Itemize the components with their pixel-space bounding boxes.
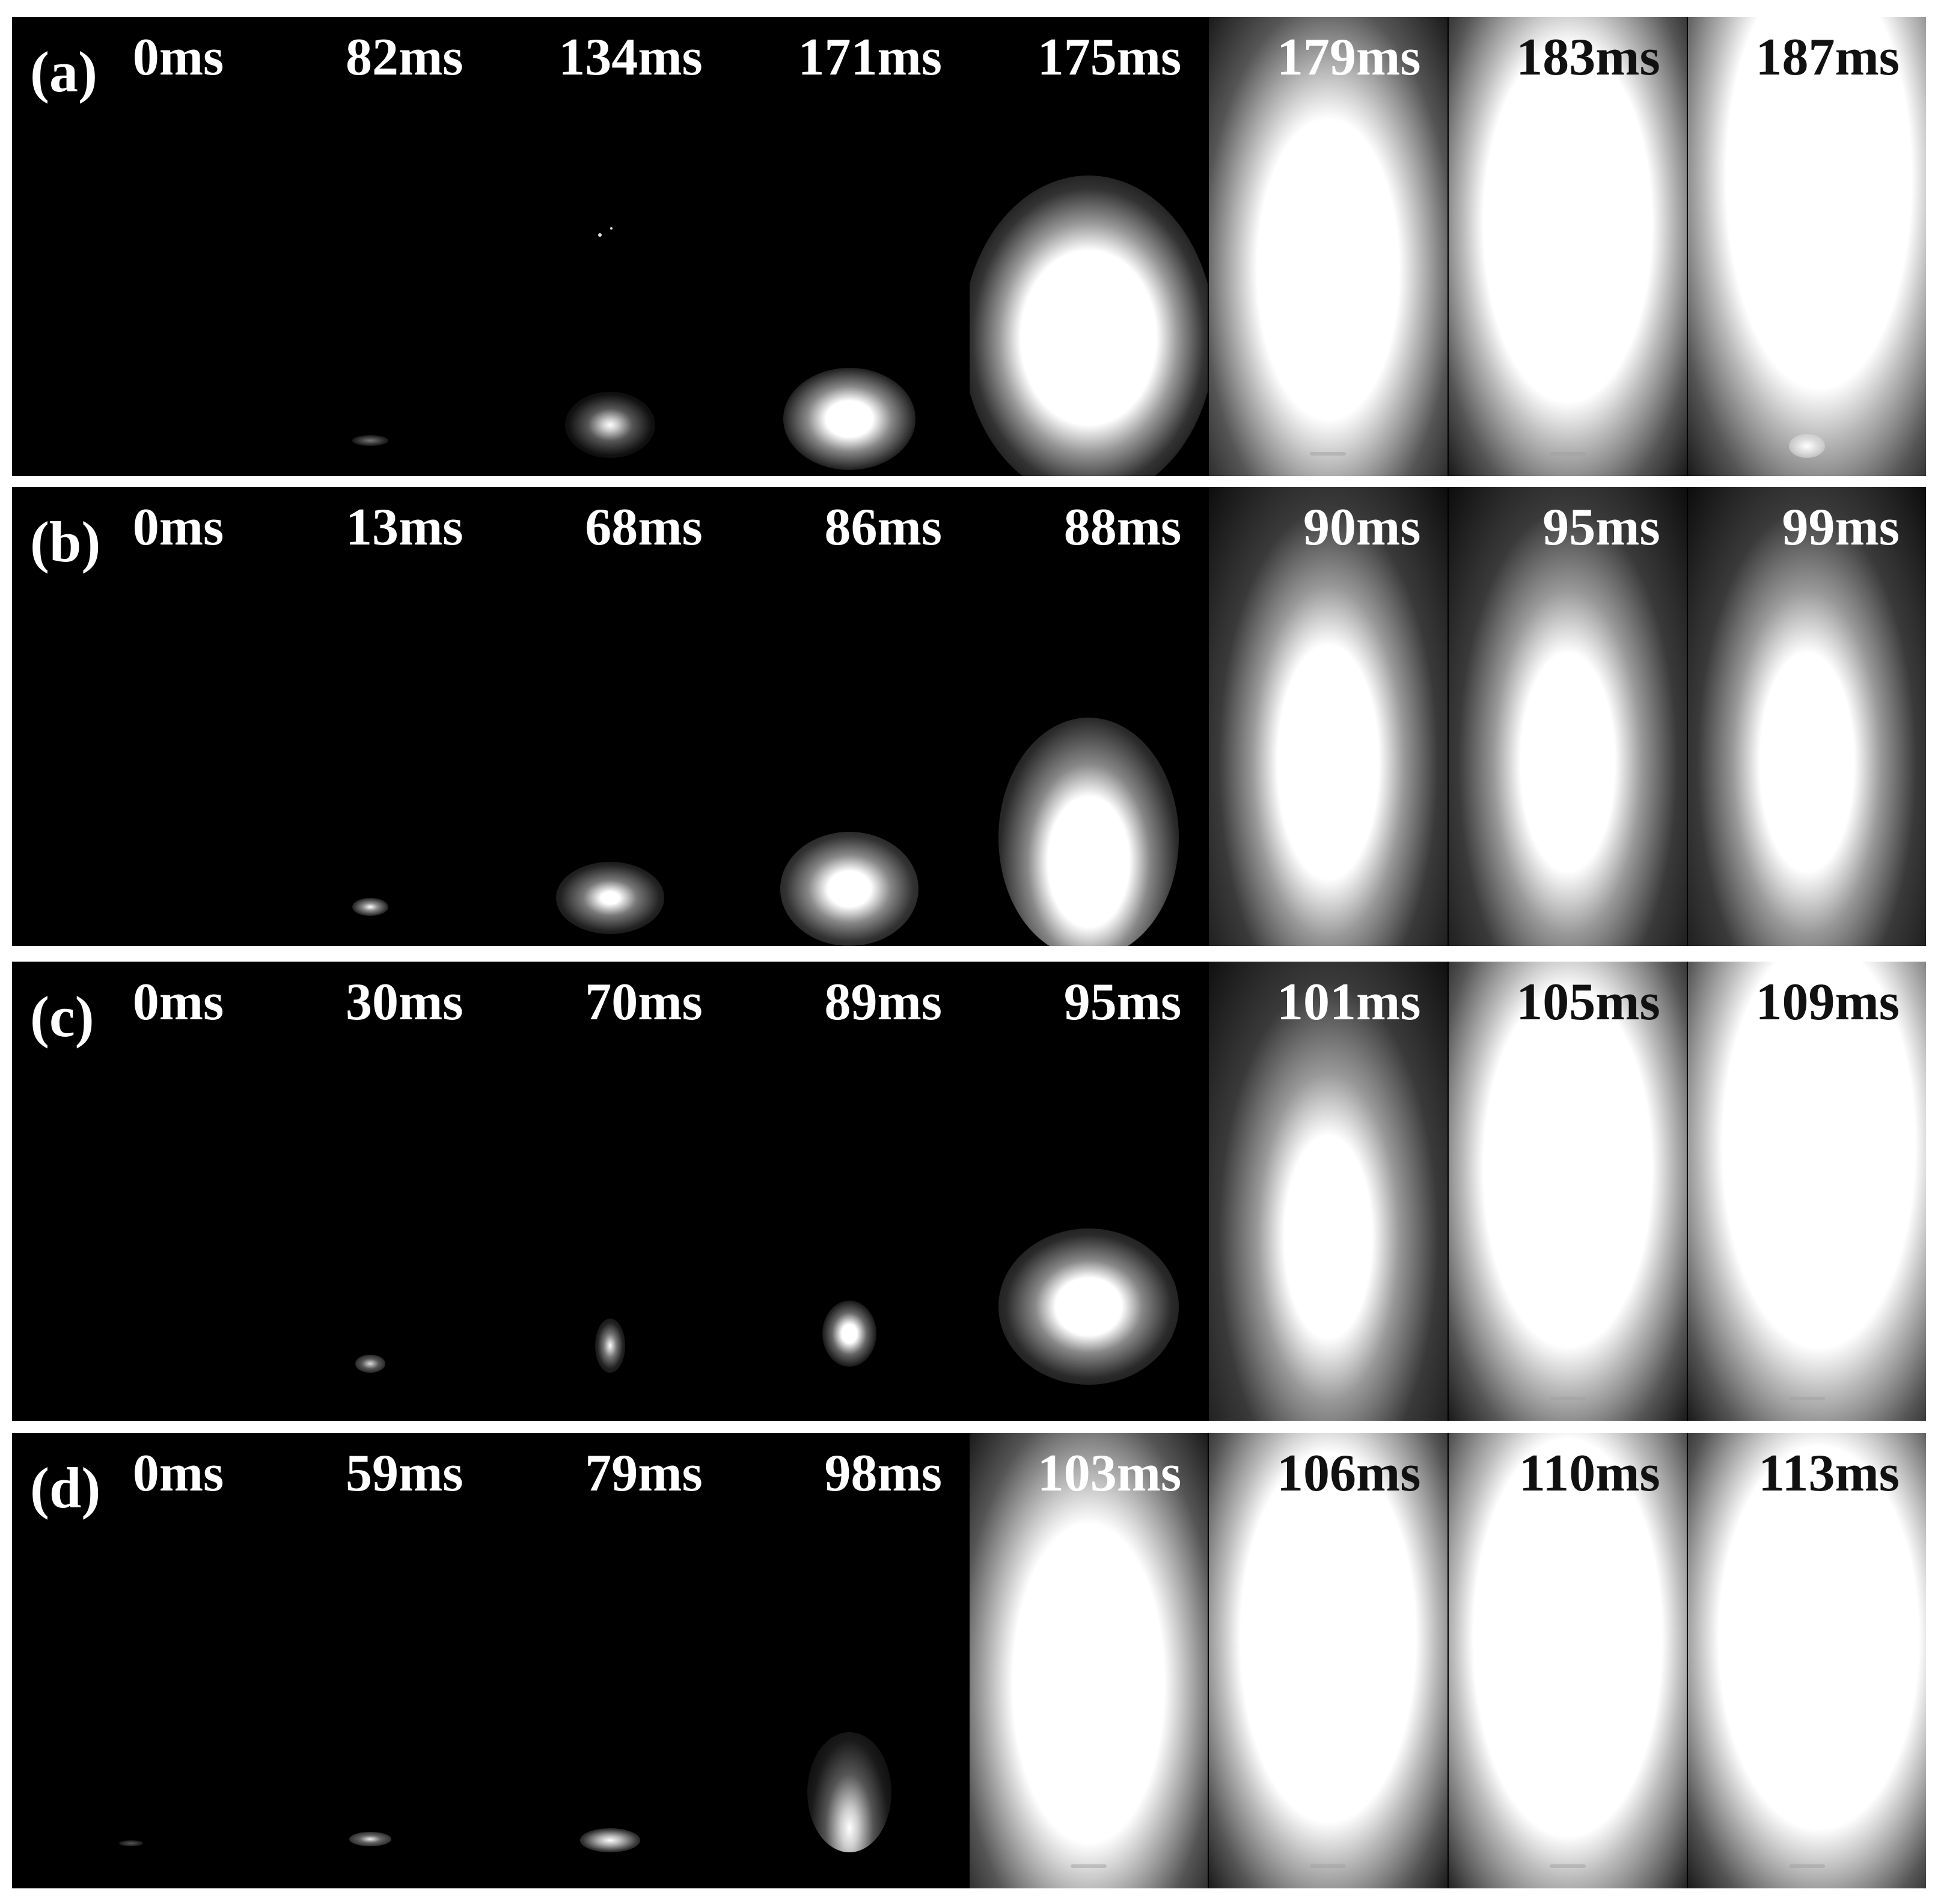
time-label: 187ms	[1755, 28, 1900, 87]
frame: 0ms	[12, 487, 251, 946]
time-label: 134ms	[558, 28, 703, 87]
time-label: 101ms	[1276, 973, 1421, 1031]
frame: 0ms	[12, 17, 251, 476]
time-label: 88ms	[1063, 498, 1182, 557]
frame: 179ms	[1209, 17, 1447, 476]
time-label: 86ms	[824, 498, 942, 557]
time-label: 95ms	[1063, 973, 1182, 1031]
row-label: (b)	[30, 510, 101, 574]
frame: 79ms	[491, 1433, 729, 1888]
frame: 30ms	[251, 962, 490, 1421]
time-label: 179ms	[1276, 28, 1421, 87]
time-label: 89ms	[824, 973, 942, 1031]
time-label: 0ms	[132, 498, 224, 557]
time-label: 109ms	[1755, 973, 1900, 1031]
frame: 134ms	[491, 17, 729, 476]
frame: 0ms	[12, 1433, 251, 1888]
sequence-row-b: (b) 0ms 13ms 68ms 86ms 88ms 90ms 95ms 99…	[12, 487, 1926, 946]
frame: 68ms	[491, 487, 729, 946]
frame: 106ms	[1209, 1433, 1447, 1888]
frame: 13ms	[251, 487, 490, 946]
frame: 95ms	[1448, 487, 1687, 946]
frame: 101ms	[1209, 962, 1447, 1421]
time-label: 0ms	[132, 973, 224, 1031]
time-label: 183ms	[1516, 28, 1660, 87]
sequence-row-a: (a) 0ms 82ms 134ms 171ms 175ms 179ms 183…	[12, 17, 1926, 476]
frame: 90ms	[1209, 487, 1447, 946]
frame: 95ms	[970, 962, 1208, 1421]
time-label: 0ms	[132, 1444, 224, 1503]
time-label: 113ms	[1758, 1444, 1900, 1503]
time-label: 82ms	[345, 28, 463, 87]
time-label: 171ms	[798, 28, 942, 87]
frame: 110ms	[1448, 1433, 1687, 1888]
sequence-row-d: (d) 0ms 59ms 79ms 98ms 103ms 106ms 110ms	[12, 1433, 1926, 1888]
time-label: 99ms	[1782, 498, 1900, 557]
time-label: 90ms	[1303, 498, 1421, 557]
time-label: 59ms	[345, 1444, 463, 1503]
time-label: 98ms	[824, 1444, 942, 1503]
time-label: 0ms	[132, 28, 224, 87]
time-label: 103ms	[1037, 1444, 1182, 1503]
frame: 0ms	[12, 962, 251, 1421]
frame: 105ms	[1448, 962, 1687, 1421]
frame: 113ms	[1687, 1433, 1926, 1888]
time-label: 68ms	[585, 498, 703, 557]
row-label: (c)	[30, 984, 94, 1049]
frame: 70ms	[491, 962, 729, 1421]
frame: 89ms	[730, 962, 968, 1421]
frame: 103ms	[970, 1433, 1208, 1888]
row-label: (a)	[30, 40, 97, 104]
frame: 171ms	[730, 17, 968, 476]
time-label: 95ms	[1542, 498, 1660, 557]
row-label: (d)	[30, 1456, 101, 1520]
frame: 109ms	[1687, 962, 1926, 1421]
frame: 98ms	[730, 1433, 968, 1888]
time-label: 106ms	[1276, 1444, 1421, 1503]
frame: 187ms	[1687, 17, 1926, 476]
time-label: 79ms	[585, 1444, 703, 1503]
sequence-row-c: (c) 0ms 30ms 70ms 89ms 95ms 101ms 105ms …	[12, 962, 1926, 1421]
time-label: 110ms	[1519, 1444, 1660, 1503]
frame: 59ms	[251, 1433, 490, 1888]
time-label: 13ms	[345, 498, 463, 557]
frame: 183ms	[1448, 17, 1687, 476]
frame: 99ms	[1687, 487, 1926, 946]
frame: 88ms	[970, 487, 1208, 946]
time-label: 30ms	[345, 973, 463, 1031]
time-label: 105ms	[1516, 973, 1660, 1031]
frame: 86ms	[730, 487, 968, 946]
frame: 82ms	[251, 17, 490, 476]
time-label: 175ms	[1037, 28, 1182, 87]
time-label: 70ms	[585, 973, 703, 1031]
frame: 175ms	[970, 17, 1208, 476]
